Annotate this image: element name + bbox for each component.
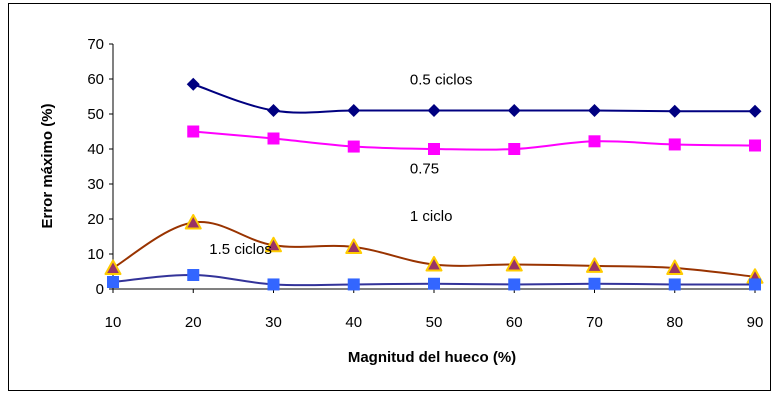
data-point [186, 77, 200, 91]
series-1 [186, 77, 762, 118]
chart-frame [8, 3, 771, 391]
series-annotation: 0.75 [410, 161, 439, 178]
series-3 [104, 214, 764, 284]
series-layer [104, 77, 764, 291]
annotations: 0.5 ciclos 0.75 1 ciclo 1.5 ciclos [209, 71, 472, 258]
series-line [112, 221, 756, 278]
series-annotation: 1.5 ciclos [209, 241, 272, 258]
x-tick-label: 90 [747, 314, 764, 331]
series-2 [187, 125, 761, 155]
y-tick-label: 30 [87, 176, 104, 193]
series-annotation: 0.5 ciclos [410, 71, 473, 88]
x-tick-label: 80 [666, 314, 683, 331]
data-point [267, 278, 280, 291]
data-point [345, 238, 363, 254]
x-tick-label: 10 [105, 314, 122, 331]
data-point [265, 236, 282, 253]
x-tick-label: 30 [265, 314, 282, 331]
x-axis-title: Magnitud del hueco (%) [348, 349, 516, 366]
data-point [428, 277, 440, 290]
data-point [588, 135, 601, 148]
data-point [267, 132, 280, 145]
data-point [749, 139, 761, 152]
data-point [668, 278, 681, 291]
data-point [184, 214, 202, 230]
data-point [748, 104, 762, 118]
data-point [586, 257, 603, 273]
y-tick-label: 20 [87, 211, 104, 228]
data-point [507, 104, 521, 117]
series-annotation: 1 ciclo [410, 208, 453, 225]
data-point [508, 143, 521, 155]
x-tick-label: 20 [185, 314, 202, 331]
x-tick-label: 40 [345, 314, 362, 331]
data-point [668, 138, 681, 151]
data-point [505, 256, 523, 272]
data-point [347, 104, 361, 117]
y-tick-label: 10 [87, 246, 104, 263]
data-point [107, 276, 119, 288]
data-point [187, 269, 200, 281]
data-point [347, 278, 360, 291]
x-tick-label: 60 [506, 314, 523, 331]
y-tick-label: 0 [96, 281, 104, 298]
x-tick-label: 50 [426, 314, 443, 331]
data-point [104, 259, 122, 275]
data-point [425, 256, 443, 272]
data-point [668, 104, 682, 118]
y-tick-label: 70 [87, 36, 104, 53]
data-point [508, 278, 521, 291]
data-point [427, 104, 441, 117]
y-tick-label: 50 [87, 106, 104, 123]
x-tick-label: 70 [586, 314, 603, 331]
data-point [588, 277, 601, 290]
data-point [666, 259, 684, 275]
data-point [749, 278, 761, 291]
series-4 [107, 269, 761, 291]
series-line [193, 130, 756, 151]
y-tick-label: 40 [87, 141, 104, 158]
y-axis-title: Error máximo (%) [39, 103, 56, 228]
data-point [428, 143, 440, 155]
y-tick-label: 60 [87, 71, 104, 88]
data-point [187, 125, 200, 138]
data-point [588, 104, 601, 117]
data-point [347, 140, 360, 153]
data-point [267, 104, 280, 117]
